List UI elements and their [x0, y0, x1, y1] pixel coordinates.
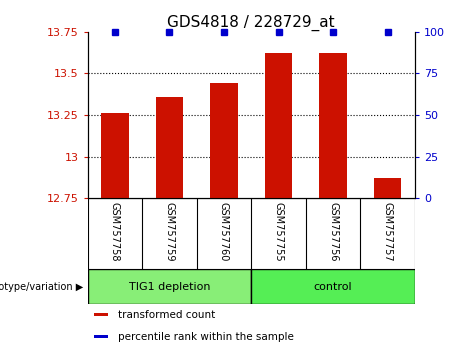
Bar: [94, 335, 108, 338]
Text: GSM757757: GSM757757: [383, 202, 393, 261]
Text: GSM757758: GSM757758: [110, 202, 120, 261]
Text: GSM757760: GSM757760: [219, 202, 229, 261]
Title: GDS4818 / 228729_at: GDS4818 / 228729_at: [167, 14, 335, 30]
Bar: [210, 84, 237, 198]
Text: transformed count: transformed count: [118, 309, 215, 320]
Bar: [156, 97, 183, 198]
Text: GSM757759: GSM757759: [165, 202, 174, 261]
Text: GSM757755: GSM757755: [273, 202, 284, 261]
Bar: [101, 113, 129, 198]
Text: percentile rank within the sample: percentile rank within the sample: [118, 332, 294, 342]
Text: control: control: [314, 282, 352, 292]
Bar: [319, 53, 347, 198]
Text: GSM757756: GSM757756: [328, 202, 338, 261]
Bar: [251, 269, 415, 304]
Bar: [374, 178, 401, 198]
Text: genotype/variation ▶: genotype/variation ▶: [0, 282, 83, 292]
Bar: [88, 269, 251, 304]
Bar: [94, 313, 108, 316]
Text: TIG1 depletion: TIG1 depletion: [129, 282, 210, 292]
Bar: [265, 53, 292, 198]
